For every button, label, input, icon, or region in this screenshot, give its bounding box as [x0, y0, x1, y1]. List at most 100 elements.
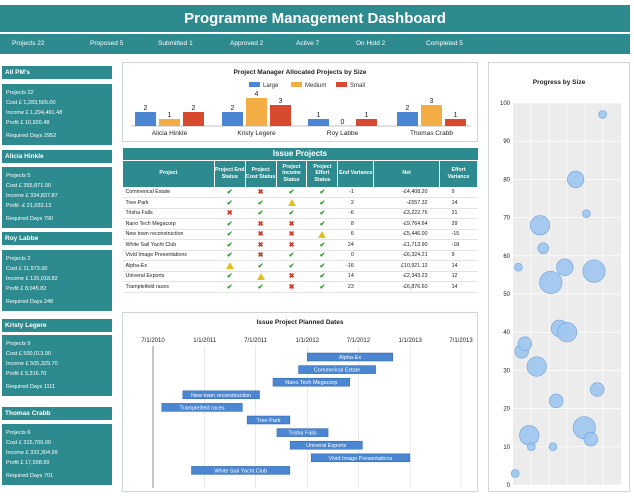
- bar-mark[interactable]: [159, 119, 180, 126]
- bubble-point[interactable]: [517, 336, 533, 351]
- project-name-cell[interactable]: Tree Park: [122, 197, 215, 209]
- status-tab-active[interactable]: Active 7: [296, 40, 320, 47]
- end-variance-cell: 14: [337, 271, 374, 282]
- col-header-effort-status[interactable]: Project Effort Status: [306, 159, 339, 188]
- pm-income: Income £ 1,294,491.48: [6, 110, 63, 116]
- bubble-point[interactable]: [590, 382, 605, 397]
- bubble-point[interactable]: [519, 425, 540, 446]
- date-tick-label: 1/1/2013: [398, 338, 422, 344]
- project-name-cell[interactable]: Univeral Exports: [122, 271, 215, 282]
- gantt-bar[interactable]: [289, 440, 363, 450]
- pm-title-roy-labbe[interactable]: Roy Labbe: [2, 232, 112, 245]
- bubble-point[interactable]: [583, 432, 598, 447]
- bubble-point[interactable]: [549, 393, 564, 409]
- bubble-point[interactable]: [510, 469, 520, 478]
- col-header-net[interactable]: Net: [373, 159, 441, 188]
- pm-title-kristy-legere[interactable]: Kristy Legere: [2, 319, 112, 332]
- bubble-point[interactable]: [527, 442, 536, 452]
- pm-title-all[interactable]: All PM's: [2, 66, 112, 79]
- cost-status-cell: ✖: [245, 229, 277, 240]
- bubble-point[interactable]: [529, 215, 551, 236]
- bubble-point[interactable]: [556, 322, 578, 343]
- check-icon: ✔: [226, 220, 233, 228]
- gantt-bar[interactable]: [246, 415, 291, 425]
- table-row[interactable]: New town reconstruction ✔ ✖ ✖ 6 -£5,446.00 -15: [122, 229, 478, 240]
- bubble-point[interactable]: [514, 263, 523, 272]
- effort-variance-cell: -18: [439, 239, 478, 251]
- bar-mark[interactable]: [308, 119, 329, 126]
- bubble-point[interactable]: [548, 442, 558, 452]
- status-tab-approved[interactable]: Approved 2: [230, 40, 264, 47]
- gantt-bar[interactable]: [182, 390, 260, 400]
- table-row[interactable]: Univeral Exports ✔ ✖ ✔ 14 -£2,343.23 12: [122, 271, 478, 282]
- project-name-cell[interactable]: Trampleifeld races: [122, 281, 215, 293]
- cross-icon: ✖: [257, 231, 264, 239]
- gantt-bar[interactable]: [191, 466, 291, 475]
- project-name-cell[interactable]: Alpha-Ex: [122, 260, 215, 272]
- date-tick-label: 1/1/2011: [193, 338, 217, 344]
- project-name-cell[interactable]: Nano Tech Megacorp: [122, 218, 215, 230]
- table-row[interactable]: Trisha Falls ✖ ✔ ✔ ✔ -6 -£3,222.76 21: [122, 208, 478, 219]
- check-icon: ✔: [288, 189, 295, 197]
- project-name-cell[interactable]: Commerical Estate: [122, 187, 215, 198]
- table-row[interactable]: Commerical Estate ✔ ✖ ✔ ✔ -1 -£4,408.20 9: [122, 187, 478, 198]
- table-row[interactable]: Vivid Image Presentations ✔ ✖ ✔ ✔ 0 -£6,324.21…: [122, 250, 478, 261]
- bar-mark[interactable]: [270, 105, 291, 126]
- table-row[interactable]: Alpha-Ex ✔ ✔ ✔ -16 £10,921.12 14: [122, 260, 478, 272]
- bar-mark[interactable]: [421, 105, 442, 126]
- gantt-bar-label: Vivid Image Presentations: [329, 456, 393, 462]
- bubble-point[interactable]: [537, 242, 549, 254]
- table-row[interactable]: Trampleifeld races ✔ ✔ ✖ ✔ 23 -£6,876.60 14: [122, 281, 478, 293]
- bubble-point[interactable]: [598, 110, 607, 119]
- bar-mark[interactable]: [445, 119, 466, 126]
- effort-variance-cell: 9: [439, 250, 478, 261]
- gantt-bar[interactable]: [276, 428, 329, 437]
- bar-mark[interactable]: [246, 98, 267, 126]
- end-variance-cell: 23: [337, 281, 374, 293]
- gantt-bar-label: Nano Tech Megacorp: [285, 380, 337, 386]
- bubble-point[interactable]: [556, 258, 574, 276]
- allocated-projects-chart: Large Medium Small 2 1 2 Alicia Hinkle 2 4 3 Krist…: [131, 82, 471, 137]
- project-name-cell[interactable]: Trisha Falls: [122, 208, 215, 219]
- bubble-point[interactable]: [582, 209, 591, 219]
- col-header-cost-status[interactable]: Project Cost Status: [244, 159, 277, 188]
- y-tick-label: 90: [503, 139, 510, 145]
- pm-title-thomas-crabb[interactable]: Thomas Crabb: [2, 407, 112, 420]
- project-name-cell[interactable]: White Sail Yacht Club: [122, 239, 215, 251]
- bubble-point[interactable]: [539, 271, 563, 295]
- gantt-bar[interactable]: [307, 352, 393, 362]
- pm-title-alicia-hinkle[interactable]: Alicia Hinkle: [2, 150, 112, 163]
- status-tab-on-hold[interactable]: On Hold 2: [356, 40, 386, 47]
- pm-cost: Cost £ 1,283,565.00: [6, 100, 56, 106]
- gantt-bar[interactable]: [161, 403, 243, 412]
- bubble-point[interactable]: [526, 356, 547, 377]
- col-header-end-status[interactable]: Project End Status: [213, 159, 246, 188]
- end-variance-cell: 8: [337, 218, 374, 230]
- bar-mark[interactable]: [397, 112, 418, 126]
- col-header-project[interactable]: Project: [122, 159, 215, 188]
- gantt-bar[interactable]: [272, 377, 350, 387]
- col-header-income-status[interactable]: Project Income Status: [275, 159, 308, 188]
- bubble-point[interactable]: [582, 259, 606, 283]
- bar-mark[interactable]: [222, 112, 243, 126]
- bar-mark[interactable]: [356, 119, 377, 126]
- gantt-bar[interactable]: [298, 365, 376, 374]
- gantt-bar[interactable]: [310, 453, 411, 463]
- project-name-cell[interactable]: New town reconstruction: [122, 229, 215, 240]
- col-header-effort-variance[interactable]: Effort Variance: [439, 159, 478, 188]
- col-header-end-variance[interactable]: End Variance: [337, 159, 375, 188]
- bar-mark[interactable]: [135, 112, 156, 126]
- project-name-cell[interactable]: Vivid Image Presentations: [122, 250, 215, 261]
- end-variance-cell: -1: [337, 187, 374, 198]
- bubble-point[interactable]: [567, 170, 585, 188]
- net-cell: -£6,324.21: [373, 250, 440, 261]
- pm-income: Income £ 334,837.87: [6, 193, 58, 199]
- table-row[interactable]: Nano Tech Megacorp ✔ ✖ ✖ ✔ 8 -£9,764.64 29: [122, 218, 478, 230]
- bar-mark[interactable]: [183, 112, 204, 126]
- table-row[interactable]: Tree Park ✔ ✔ ✔ 2 -£557.32 14: [122, 197, 478, 209]
- status-tab-completed[interactable]: Completed 5: [426, 40, 463, 47]
- status-tab-submitted[interactable]: Submitted 1: [158, 40, 193, 47]
- status-tab-proposed[interactable]: Proposed 5: [90, 40, 124, 47]
- status-tab-projects[interactable]: Projects 22: [12, 40, 45, 47]
- table-row[interactable]: White Sail Yacht Club ✔ ✖ ✖ ✔ 24 -£1,713.90 -18: [122, 239, 478, 251]
